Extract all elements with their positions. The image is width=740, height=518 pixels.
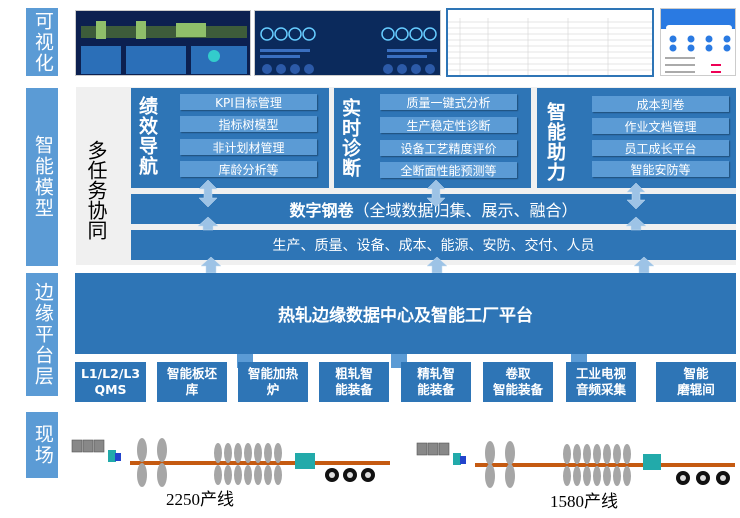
coordination-label: 多任务协同: [84, 140, 108, 240]
panel-title: 实时诊断: [339, 98, 361, 178]
item-growth[interactable]: 员工成长平台: [592, 140, 729, 156]
item-security[interactable]: 智能安防等: [592, 161, 729, 177]
panel-performance: 绩效导航 KPI目标管理 指标树模型 非计划材管理 库龄分析等: [131, 88, 329, 188]
up-arrow-icon: [625, 216, 647, 231]
item-unplanned[interactable]: 非计划材管理: [180, 139, 317, 155]
double-arrow-icon: [426, 179, 446, 208]
item-quality-analysis[interactable]: 质量一键式分析: [380, 94, 517, 110]
line-label-1580: 1580产线: [550, 492, 618, 511]
line-2250-diagram: [71, 438, 390, 487]
mobile-app-screenshot: [660, 8, 736, 76]
layer-label-edge: 边缘平台层: [26, 273, 58, 396]
up-arrow-icon: [197, 216, 219, 231]
source-coiling: 卷取 智能装备: [483, 362, 553, 402]
layer-label-model: 智能模型: [26, 88, 58, 266]
item-stability[interactable]: 生产稳定性诊断: [380, 117, 517, 133]
up-arrow-icon: [426, 256, 448, 274]
dashboard-screenshot-1: [75, 10, 251, 76]
source-l1-l2-l3-qms: L1/L2/L3 QMS: [75, 362, 146, 402]
item-inventory-age[interactable]: 库龄分析等: [180, 161, 317, 177]
item-kpi[interactable]: KPI目标管理: [180, 94, 317, 110]
item-cost[interactable]: 成本到卷: [592, 96, 729, 112]
source-roll-shop: 智能 磨辊间: [656, 362, 736, 402]
item-performance-predict[interactable]: 全断面性能预测等: [380, 162, 517, 178]
dashboard-screenshot-2: [254, 10, 441, 76]
panel-title: 智能助力: [544, 102, 566, 182]
line-label-2250: 2250产线: [166, 490, 234, 509]
item-documents[interactable]: 作业文档管理: [592, 118, 729, 134]
panel-title: 绩效导航: [136, 96, 158, 176]
up-arrow-icon: [633, 256, 655, 274]
line-1580-diagram: [416, 441, 735, 488]
layer-label-visual: 可视化: [26, 8, 58, 76]
item-precision[interactable]: 设备工艺精度评价: [380, 140, 517, 156]
source-cctv: 工业电视 音频采集: [566, 362, 636, 402]
descaler: [108, 450, 116, 462]
panel-assist: 智能助力 成本到卷 作业文档管理 员工成长平台 智能安防等: [537, 88, 736, 188]
double-arrow-icon: [626, 182, 646, 210]
item-index-tree[interactable]: 指标树模型: [180, 116, 317, 132]
source-slab-yard: 智能板坯 库: [157, 362, 227, 402]
digital-coil-title: 数字钢卷: [289, 201, 354, 220]
up-arrow-icon: [200, 256, 222, 274]
platform-bar: 热轧边缘数据中心及智能工厂平台: [75, 273, 736, 354]
domains-bar: 生产、质量、设备、成本、能源、安防、交付、人员: [131, 230, 736, 260]
source-finishing: 精轧智 能装备: [401, 362, 471, 402]
layer-label-field: 现场: [26, 412, 58, 478]
panel-diagnosis: 实时诊断 质量一键式分析 生产稳定性诊断 设备工艺精度评价 全断面性能预测等: [334, 88, 531, 188]
report-table-screenshot: [446, 8, 654, 77]
source-furnace: 智能加热 炉: [238, 362, 308, 402]
double-arrow-icon: [198, 179, 218, 208]
source-roughing: 粗轧智 能装备: [319, 362, 389, 402]
digital-coil-desc: （全域数据归集、展示、融合）: [353, 201, 578, 220]
